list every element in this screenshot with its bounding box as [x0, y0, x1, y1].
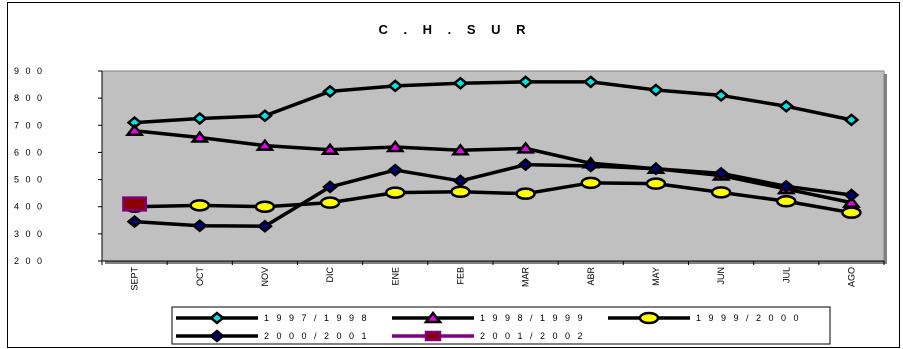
data-point [126, 215, 143, 229]
x-tick-label: MAY [651, 267, 661, 286]
x-tick-label: OCT [195, 267, 205, 287]
data-point [322, 84, 339, 98]
x-tick-label: ABR [586, 267, 596, 286]
data-point [385, 139, 405, 153]
data-point [387, 79, 404, 93]
data-point [645, 177, 667, 190]
data-point [191, 111, 208, 126]
data-point [516, 141, 536, 154]
data-point [841, 206, 862, 219]
legend-marker [424, 330, 442, 342]
y-tick-label: 9 0 0 [14, 66, 44, 76]
legend-entry: 1 9 9 8 / 1 9 9 9 [392, 310, 585, 324]
x-tick-label: FEB [455, 267, 465, 285]
data-point [778, 99, 795, 113]
data-point [125, 123, 145, 136]
chart-title: C . H . S U R [378, 22, 531, 37]
data-point [843, 188, 860, 202]
y-tick-label: 2 0 0 [14, 256, 44, 266]
data-point [255, 138, 275, 151]
legend-label: 2 0 0 0 / 2 0 0 1 [264, 331, 369, 341]
data-point [256, 219, 273, 233]
series-line [134, 181, 852, 215]
data-point [126, 115, 143, 130]
series-5 [122, 196, 148, 212]
series-line [134, 80, 852, 125]
y-tick-label: 3 0 0 [14, 229, 44, 239]
data-point [582, 75, 599, 89]
y-tick-label: 7 0 0 [14, 120, 44, 130]
legend-entry: 1 9 9 9 / 2 0 0 0 [608, 311, 801, 325]
legend-label: 1 9 9 7 / 1 9 9 8 [264, 313, 369, 323]
series-layer [122, 75, 862, 233]
series-4 [126, 158, 860, 233]
data-point [582, 159, 599, 173]
data-point [517, 158, 534, 172]
legend-box [171, 306, 831, 345]
data-point [450, 185, 471, 199]
data-point [189, 199, 210, 212]
legend-marker [423, 310, 443, 324]
y-tick-label: 5 0 0 [14, 175, 44, 185]
legend-label: 2 0 0 1 / 2 0 0 2 [480, 331, 585, 341]
data-point [452, 174, 469, 188]
y-axis: 2 0 0 3 0 0 4 0 0 5 0 0 6 0 0 7 0 0 8 0 0 9 0 0 [14, 66, 103, 266]
legend-entry: 2 0 0 0 / 2 0 0 1 [176, 329, 369, 343]
data-point [713, 88, 730, 103]
legend-label: 1 9 9 8 / 1 9 9 9 [480, 313, 585, 323]
data-point [122, 196, 148, 212]
data-point [452, 76, 469, 90]
data-point [580, 176, 601, 190]
x-tick-label: AGO [846, 267, 856, 287]
data-point [387, 163, 404, 177]
x-tick-label: ENE [390, 267, 400, 286]
x-tick-label: SEPT [130, 267, 140, 291]
data-point [647, 83, 664, 97]
y-tick-label: 4 0 0 [14, 202, 44, 212]
data-point [517, 75, 534, 89]
plot-area [101, 70, 885, 262]
data-point [843, 113, 860, 127]
data-point [515, 187, 536, 200]
x-tick-label: DIC [325, 267, 335, 283]
data-point [713, 166, 730, 180]
x-tick-label: JUN [716, 267, 726, 285]
series-1 [126, 75, 860, 130]
x-tick-label: MAR [521, 267, 531, 288]
data-point [776, 195, 797, 208]
data-point [256, 109, 273, 123]
data-point [191, 219, 208, 233]
legend-label: 1 9 9 9 / 2 0 0 0 [696, 313, 801, 323]
legend-marker [209, 329, 225, 343]
x-tick-label: NOV [260, 267, 270, 287]
legend-entry: 1 9 9 7 / 1 9 9 8 [176, 311, 369, 325]
y-tick-label: 8 0 0 [14, 93, 44, 103]
data-point [190, 130, 210, 143]
data-point [320, 142, 340, 155]
x-axis: SEPT OCT NOV DIC ENE FEB MAR ABR MAY JUN JUL AGO [101, 260, 885, 291]
y-tick-label: 6 0 0 [14, 147, 44, 157]
series-line [134, 128, 852, 205]
data-point [322, 180, 339, 194]
data-point [254, 200, 276, 213]
legend-marker [209, 311, 225, 325]
legend: 1 9 9 7 / 1 9 9 8 1 9 9 8 / 1 9 9 9 1 9 9 … [171, 306, 831, 345]
data-point [778, 179, 795, 193]
data-point [319, 196, 341, 209]
legend-marker [638, 311, 660, 325]
legend-entry: 2 0 0 1 / 2 0 0 2 [392, 330, 585, 342]
data-point [647, 162, 664, 176]
data-point [710, 186, 732, 199]
data-point [450, 143, 470, 156]
x-tick-label: JUL [781, 267, 791, 283]
data-point [385, 186, 406, 199]
series-line [134, 162, 852, 229]
series-3 [124, 176, 862, 219]
